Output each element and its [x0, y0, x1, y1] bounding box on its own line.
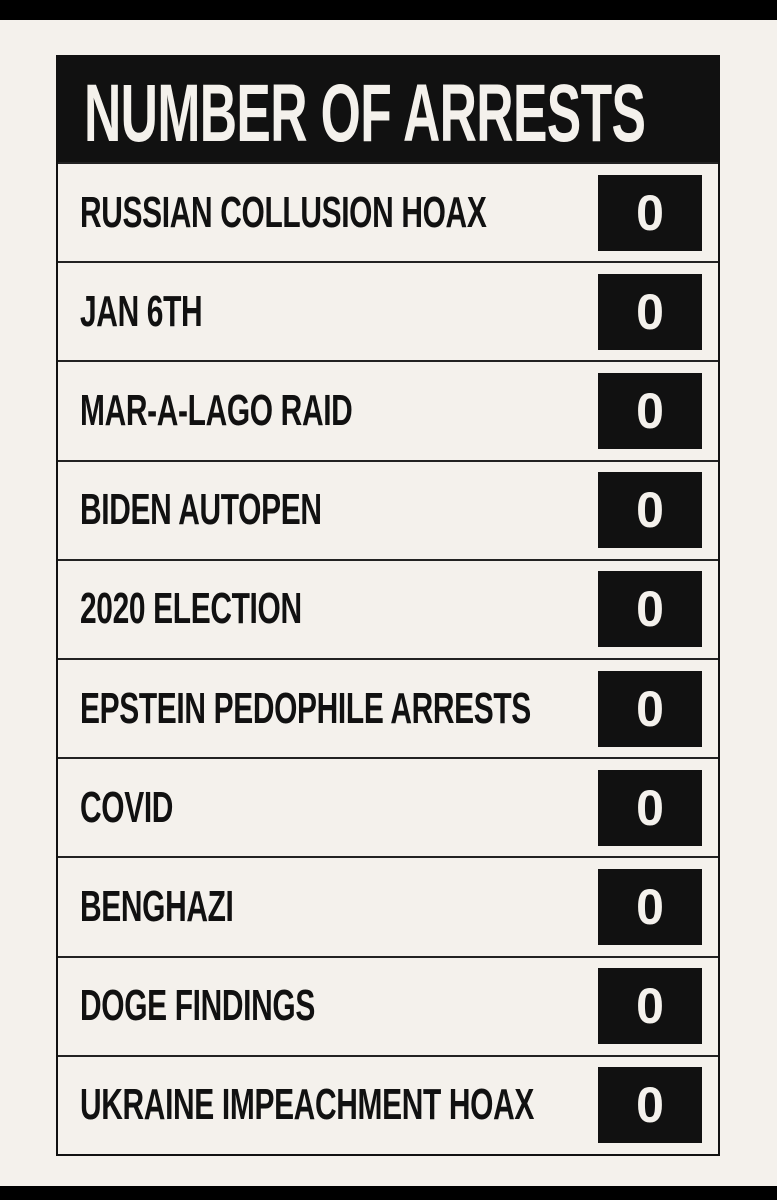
row-value: 0: [598, 670, 702, 747]
row-value: 0: [598, 372, 702, 449]
table-row: JAN 6TH 0: [58, 261, 718, 360]
row-value: 0: [598, 968, 702, 1045]
table-row: RUSSIAN COLLUSION HOAX 0: [58, 162, 718, 261]
row-label: COVID: [80, 782, 174, 832]
row-label: 2020 ELECTION: [80, 584, 302, 634]
table-header: NUMBER OF ARRESTS: [58, 57, 718, 162]
row-value: 0: [598, 769, 702, 846]
table-title: NUMBER OF ARRESTS: [84, 68, 646, 159]
row-value: 0: [598, 472, 702, 549]
row-value: 0: [598, 868, 702, 945]
arrests-table: NUMBER OF ARRESTS RUSSIAN COLLUSION HOAX…: [56, 55, 720, 1156]
row-label: JAN 6TH: [80, 286, 203, 336]
table-row: MAR-A-LAGO RAID 0: [58, 360, 718, 459]
table-row: UKRAINE IMPEACHMENT HOAX 0: [58, 1054, 718, 1154]
row-label: EPSTEIN PEDOPHILE ARRESTS: [80, 683, 531, 733]
row-value: 0: [598, 1067, 702, 1144]
row-value: 0: [598, 174, 702, 251]
row-label: DOGE FINDINGS: [80, 981, 315, 1031]
row-label: MAR-A-LAGO RAID: [80, 385, 353, 435]
table-row: 2020 ELECTION 0: [58, 558, 718, 658]
row-value: 0: [598, 273, 702, 350]
bottom-strip: [0, 1186, 777, 1200]
table-row: EPSTEIN PEDOPHILE ARRESTS 0: [58, 657, 718, 757]
row-label: RUSSIAN COLLUSION HOAX: [80, 187, 487, 237]
top-strip: [0, 0, 777, 20]
table-row: BIDEN AUTOPEN 0: [58, 459, 718, 559]
row-label: UKRAINE IMPEACHMENT HOAX: [80, 1080, 534, 1130]
table-row: COVID 0: [58, 757, 718, 856]
table-row: BENGHAZI 0: [58, 856, 718, 955]
row-value: 0: [598, 571, 702, 648]
table-row: DOGE FINDINGS 0: [58, 955, 718, 1055]
row-label: BENGHAZI: [80, 881, 234, 931]
row-label: BIDEN AUTOPEN: [80, 485, 322, 535]
